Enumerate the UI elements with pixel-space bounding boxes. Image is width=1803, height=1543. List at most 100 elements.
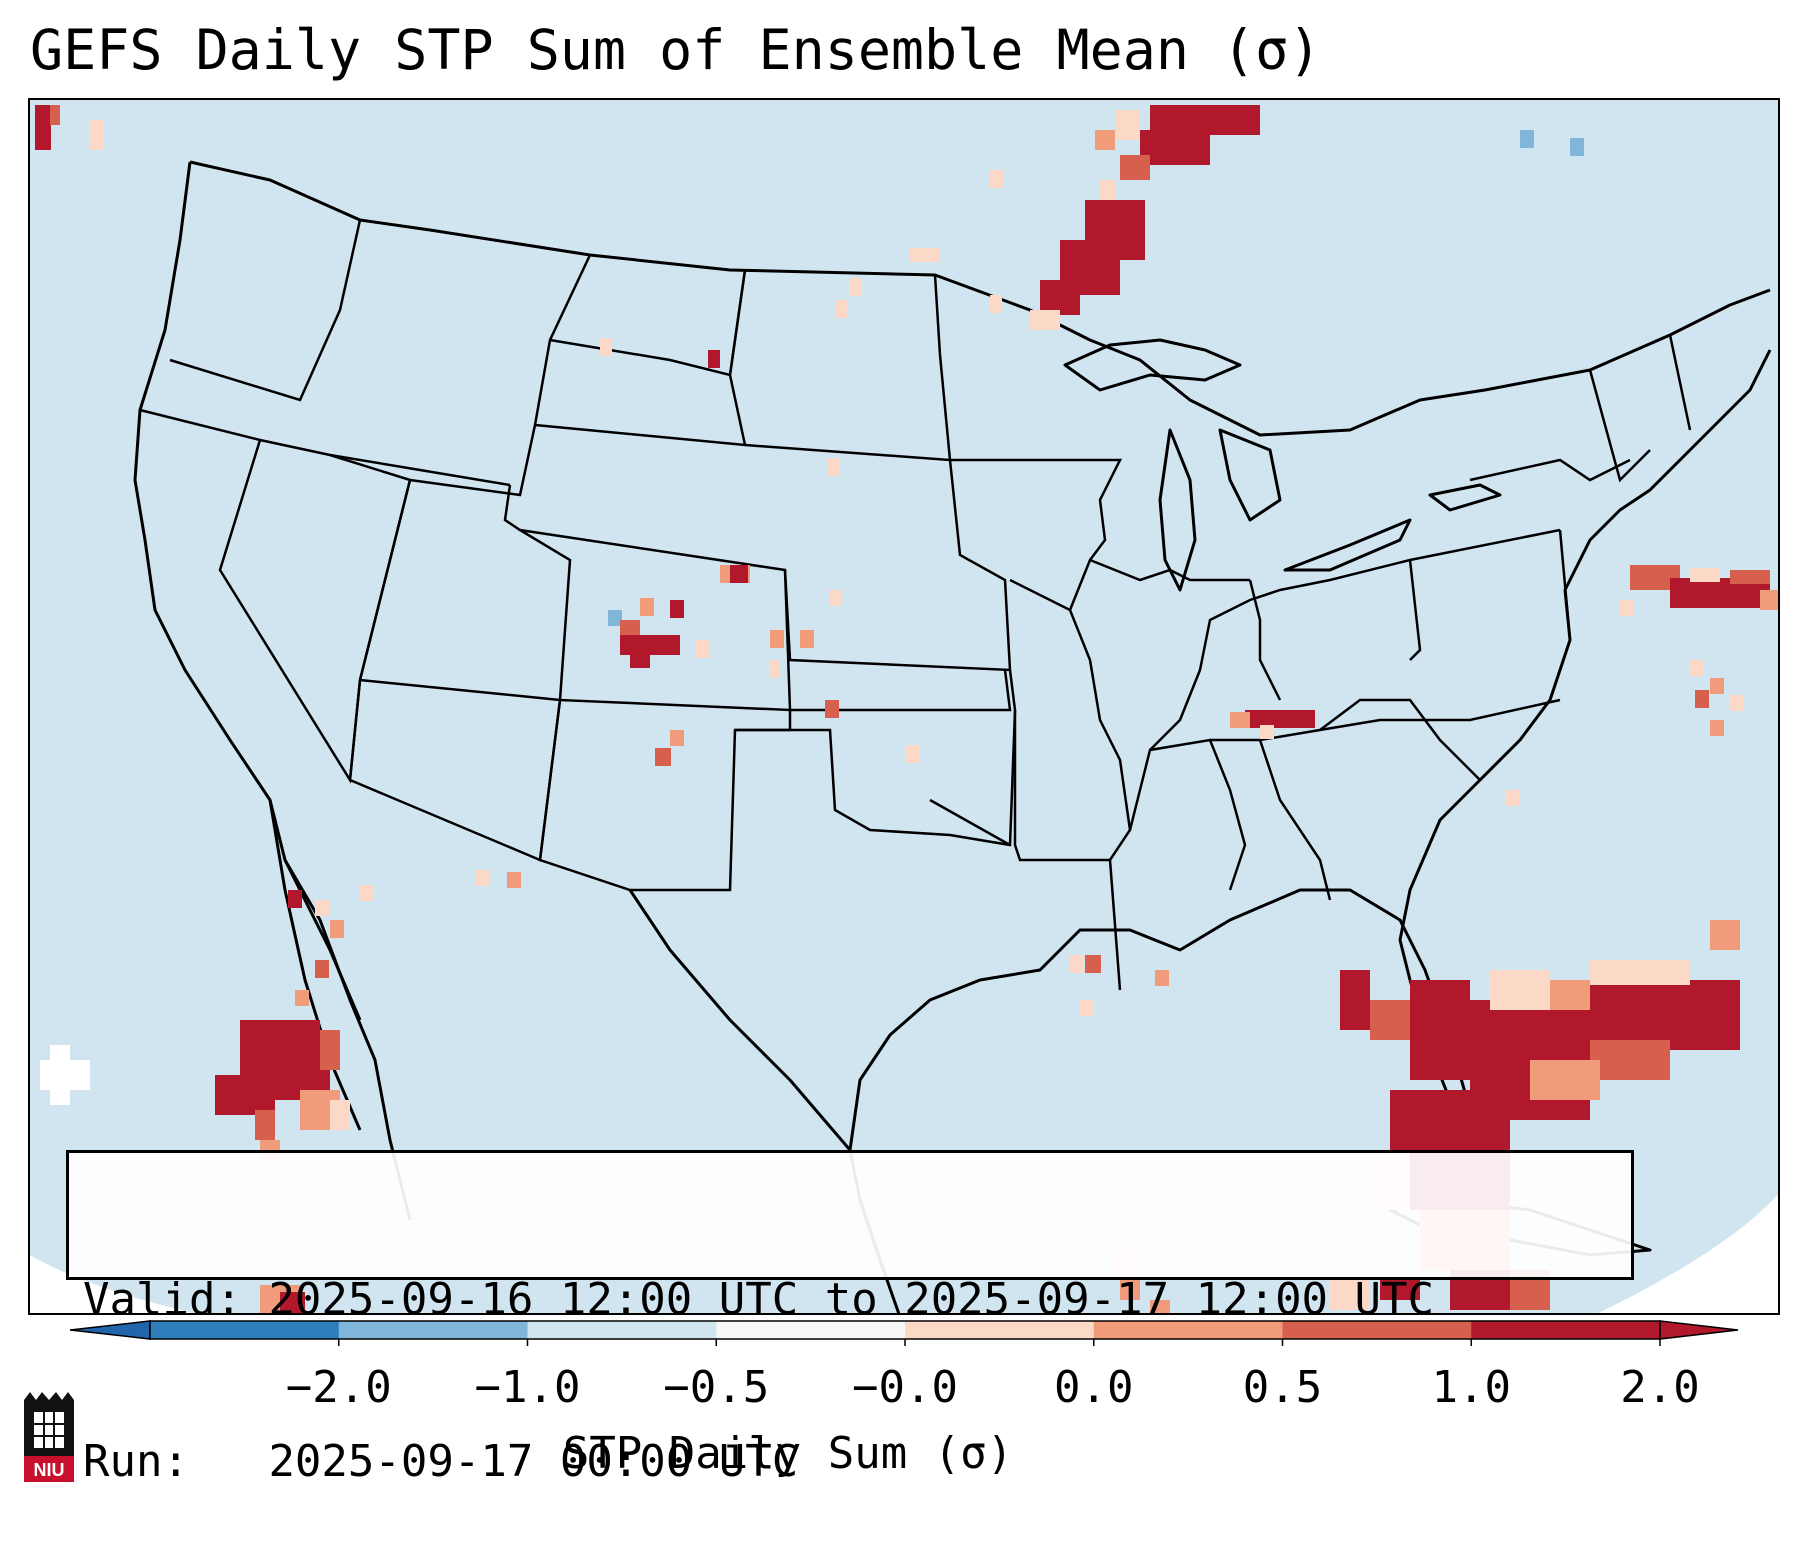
projection-domain: [30, 100, 1778, 1313]
cell: [1150, 1300, 1170, 1313]
colorbar-tick-label: 1.0: [1431, 1362, 1511, 1413]
cell: [1710, 920, 1740, 950]
logo-banner: [24, 1456, 74, 1482]
cell: [50, 1045, 70, 1105]
lake-huron: [1218, 428, 1282, 522]
cell: [475, 870, 489, 886]
valid-line: Valid: 2025-09-16 12:00 UTC to 2025-09-1…: [83, 1273, 1631, 1327]
cell: [315, 960, 329, 978]
cell: [708, 350, 720, 368]
colorbar-tick-label: −0.0: [852, 1362, 958, 1413]
valid-info-box: Valid: 2025-09-16 12:00 UTC to 2025-09-1…: [66, 1150, 1634, 1487]
cell: [1690, 568, 1720, 582]
cell: [1570, 138, 1584, 156]
colorbar-tick-label: −2.0: [285, 1362, 392, 1413]
colorbar-tick-label: −1.0: [474, 1362, 581, 1413]
cell: [50, 105, 60, 125]
colorbar-tick-label: 0.0: [1054, 1362, 1134, 1413]
cell: [1590, 960, 1690, 985]
cell: [1095, 130, 1115, 150]
state-borders: [139, 219, 1692, 991]
cell: [1370, 1000, 1410, 1040]
cell: [1710, 678, 1724, 694]
cell: [507, 872, 521, 888]
cell: [1155, 970, 1169, 986]
lake-michigan: [1158, 428, 1197, 592]
run-label: Run:: [83, 1436, 269, 1487]
cell: [1230, 712, 1250, 728]
chart-title: GEFS Daily STP Sum of Ensemble Mean (σ): [30, 18, 1322, 82]
colorbar-segment: [1471, 1321, 1661, 1339]
niu-logo: NIU: [24, 1392, 74, 1482]
mexico-coast: [628, 889, 852, 1151]
cell: [1040, 280, 1080, 315]
cell: [1140, 130, 1210, 165]
colorbar-tick-label: 2.0: [1620, 1362, 1700, 1413]
cell: [830, 590, 842, 606]
cell: [90, 120, 104, 150]
cell: [1520, 130, 1534, 148]
cell: [215, 1075, 275, 1115]
map-canvas: [30, 100, 1778, 1313]
colorbar-segment: [905, 1321, 1095, 1339]
cell: [255, 1110, 275, 1140]
cell: [1590, 1040, 1670, 1080]
cell: [850, 278, 862, 296]
colorbar-segment: [1093, 1321, 1283, 1339]
cell: [695, 640, 709, 658]
cell: [1695, 690, 1709, 708]
cell: [835, 300, 847, 318]
valid-label: Valid:: [83, 1274, 269, 1325]
cell: [1390, 1090, 1510, 1150]
cell: [640, 598, 654, 616]
colorbar-tick-label: −0.5: [663, 1362, 770, 1413]
map-panel[interactable]: [28, 98, 1780, 1315]
cell: [910, 248, 940, 262]
colorbar-extend-low: [70, 1320, 151, 1340]
cell: [1760, 590, 1778, 610]
logo-battlement: [24, 1392, 74, 1400]
colorbar-segment: [338, 1321, 528, 1339]
cell: [670, 730, 684, 746]
cell: [1690, 660, 1704, 676]
cell: [320, 1030, 340, 1070]
cell: [330, 1100, 350, 1130]
run-value: 2025-09-17 00:00 UTC: [268, 1436, 799, 1487]
cell: [608, 610, 622, 626]
cell: [905, 745, 919, 763]
colorbar-segment: [527, 1321, 717, 1339]
cell: [1505, 790, 1519, 806]
cell: [280, 1292, 305, 1313]
cell: [1730, 695, 1744, 711]
lake-erie: [1283, 518, 1412, 572]
cell: [770, 630, 784, 648]
colorbar-tick-label: 0.5: [1242, 1362, 1323, 1413]
run-line: Run: 2025-09-17 00:00 UTC: [83, 1435, 1631, 1489]
cell: [800, 630, 814, 648]
cell: [35, 105, 51, 150]
cell: [1490, 970, 1550, 1010]
cell: [1115, 110, 1140, 140]
cell: [1730, 570, 1770, 584]
cell: [1070, 955, 1084, 973]
data-cells: [35, 105, 1778, 1313]
cell: [1120, 155, 1150, 180]
logo-window: [34, 1412, 64, 1448]
colorbar-extend-high: [1659, 1320, 1739, 1340]
cell: [670, 600, 684, 618]
cell: [360, 885, 374, 901]
cell: [1380, 1280, 1420, 1300]
cell: [828, 458, 840, 476]
lake-superior: [1063, 338, 1242, 392]
cell: [770, 660, 780, 678]
cell: [1260, 725, 1274, 739]
cell: [1120, 1280, 1140, 1300]
logo-text: NIU: [34, 1460, 65, 1480]
colorbar: [70, 1320, 1739, 1346]
cell: [1750, 1245, 1766, 1263]
cell: [1410, 980, 1470, 1080]
cell: [1080, 1000, 1094, 1016]
cell: [990, 170, 1004, 188]
colorbar-label: STP Daily Sum (σ): [562, 1428, 1014, 1479]
colorbar-segment: [150, 1321, 340, 1339]
